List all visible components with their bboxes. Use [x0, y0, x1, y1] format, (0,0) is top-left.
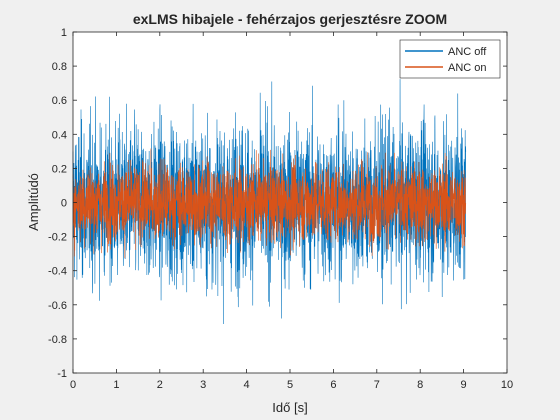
y-tick-label: 0.4 [52, 129, 67, 141]
series-layer [72, 79, 467, 325]
x-axis-label: Idő [s] [272, 400, 307, 415]
y-tick-label: -0.6 [48, 300, 67, 312]
y-tick-label: 0.6 [52, 95, 67, 107]
y-tick-label: 0.8 [52, 61, 67, 73]
x-tick-label: 7 [374, 379, 380, 391]
x-tick-label: 8 [417, 379, 423, 391]
x-tick-label: 6 [330, 379, 336, 391]
y-tick-label: 0 [61, 198, 67, 210]
legend-label-anc-off: ANC off [448, 46, 487, 58]
series-line-anc-on [72, 148, 467, 259]
legend-box [399, 39, 501, 79]
x-tick-label: 1 [113, 379, 119, 391]
legend-label-anc-on: ANC on [448, 62, 487, 74]
x-tick-label: 2 [157, 379, 163, 391]
y-tick-label: -0.2 [48, 232, 67, 244]
y-axis-label: Amplitúdó [26, 173, 41, 231]
y-tick-label: -1 [57, 368, 67, 380]
x-tick-label: 10 [501, 379, 513, 391]
x-tick-label: 5 [287, 379, 293, 391]
y-tick-label: 0.2 [52, 163, 67, 175]
x-tick-label: 0 [70, 379, 76, 391]
x-ticks: 0 1 2 3 4 5 6 7 8 9 10 [70, 32, 513, 391]
y-tick-label: -0.4 [48, 266, 67, 278]
y-tick-label: -0.8 [48, 334, 67, 346]
x-tick-label: 3 [200, 379, 206, 391]
x-tick-label: 9 [461, 379, 467, 391]
y-ticks: -1 -0.8 -0.6 -0.4 -0.2 0 0.2 0.4 0.6 0.8 1 [48, 27, 507, 380]
legend: ANC off ANC on [399, 39, 501, 79]
y-tick-label: 1 [61, 27, 67, 39]
x-tick-label: 4 [244, 379, 250, 391]
chart-title: exLMS hibajele - fehérzajos gerjesztésre… [133, 11, 447, 27]
